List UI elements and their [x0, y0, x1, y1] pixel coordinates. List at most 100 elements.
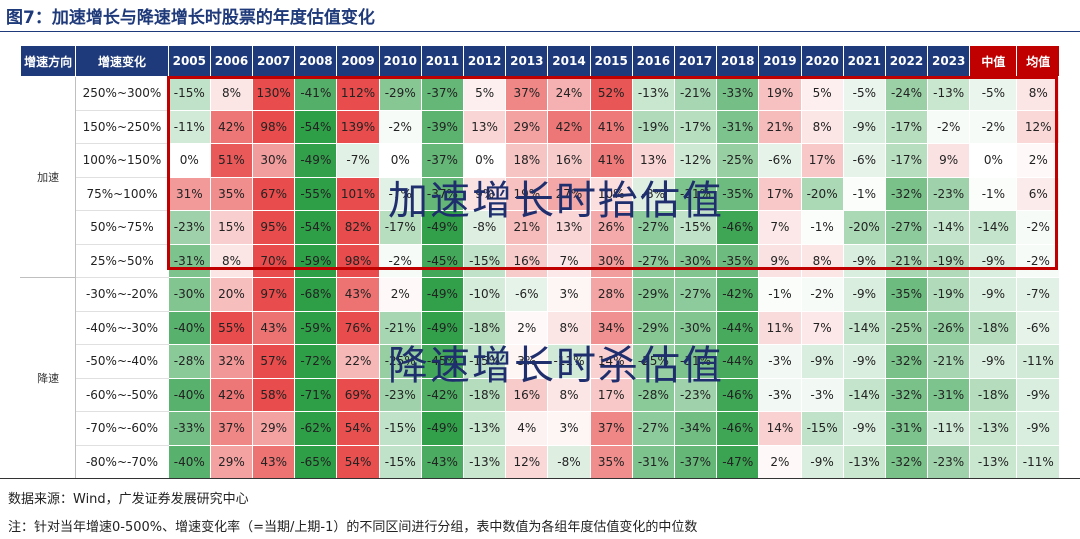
heat-cell: -14%: [927, 210, 971, 245]
heat-cell: 8%: [547, 377, 591, 412]
heat-cell: -14%: [842, 310, 886, 345]
header-col: 2019: [758, 45, 802, 77]
heat-cell: -6%: [758, 143, 802, 178]
heat-cell: -71%: [294, 377, 338, 412]
heat-cell: -9%: [969, 277, 1018, 312]
heat-cell: 35%: [589, 444, 633, 479]
heat-cell: -27%: [631, 243, 675, 278]
heat-cell: 98%: [252, 109, 296, 144]
heat-cell: -35%: [716, 176, 760, 211]
heat-cell: 41%: [589, 109, 633, 144]
heat-cell: -6%: [505, 277, 549, 312]
heat-cell: 98%: [336, 243, 380, 278]
heat-cell: 54%: [336, 411, 380, 446]
heat-cell: -13%: [463, 411, 507, 446]
heat-cell: 12%: [1016, 109, 1060, 144]
heat-cell: -11%: [167, 109, 211, 144]
heat-cell: -13%: [463, 444, 507, 479]
heat-cell: 3%: [505, 344, 549, 379]
heat-cell: 13%: [631, 143, 675, 178]
heat-cell: -45%: [420, 243, 465, 278]
heat-cell: -31%: [927, 377, 971, 412]
heat-cell: 55%: [209, 310, 254, 345]
heat-cell: -65%: [294, 444, 338, 479]
heat-cell: -9%: [969, 344, 1018, 379]
source-note: 数据来源：Wind，广发证券发展研究中心: [8, 492, 249, 507]
heat-cell: 130%: [252, 76, 296, 111]
heat-cell: 42%: [547, 109, 591, 144]
heat-cell: 41%: [589, 143, 633, 178]
range-label: 50%~75%: [75, 210, 169, 245]
heat-cell: 2%: [758, 444, 802, 479]
heat-cell: 97%: [252, 277, 296, 312]
header-col: 2008: [294, 45, 338, 77]
heat-cell: 8%: [800, 243, 844, 278]
heat-cell: 16%: [547, 143, 591, 178]
header-col: 2021: [842, 45, 886, 77]
heat-cell: -49%: [420, 210, 465, 245]
heat-cell: -1%: [842, 176, 886, 211]
table-row: -70%~-60% -33% 37% 29% -62% 54% -15% -49% -13% 4%…: [21, 411, 1060, 446]
heat-cell: -37%: [420, 76, 465, 111]
header-col: 2005: [167, 45, 211, 77]
heat-cell: -21%: [378, 310, 422, 345]
heat-cell: -46%: [716, 377, 760, 412]
heat-cell: 8%: [209, 243, 254, 278]
heat-cell: -13%: [842, 444, 886, 479]
heat-cell: 37%: [589, 411, 633, 446]
heat-cell: 34%: [589, 310, 633, 345]
heat-cell: 28%: [589, 277, 633, 312]
heat-cell: -3%: [800, 377, 844, 412]
heat-cell: -17%: [884, 109, 929, 144]
header-col: 2020: [800, 45, 844, 77]
heat-cell: 2%: [1016, 143, 1060, 178]
heat-cell: 13%: [547, 210, 591, 245]
heat-cell: -37%: [420, 176, 465, 211]
heat-cell: 8%: [547, 310, 591, 345]
heat-cell: 9%: [927, 143, 971, 178]
heat-cell: 29%: [209, 444, 254, 479]
heat-cell: -11%: [1016, 344, 1060, 379]
heat-cell: -33%: [167, 411, 211, 446]
heat-cell: -2%: [378, 243, 422, 278]
heat-cell: -45%: [420, 344, 465, 379]
header-col: 2006: [209, 45, 254, 77]
header-col: 2018: [716, 45, 760, 77]
heat-cell: 5%: [463, 76, 507, 111]
heat-cell: -30%: [673, 243, 718, 278]
heat-cell: 26%: [589, 210, 633, 245]
heat-cell: -30%: [167, 277, 211, 312]
heat-cell: 2%: [505, 310, 549, 345]
heat-cell: -18%: [463, 310, 507, 345]
range-label: -30%~-20%: [75, 277, 169, 312]
heat-cell: 69%: [336, 377, 380, 412]
heat-cell: 43%: [252, 444, 296, 479]
heat-cell: 0%: [969, 143, 1018, 178]
heat-cell: -32%: [884, 344, 929, 379]
heat-cell: 21%: [758, 109, 802, 144]
heat-cell: -27%: [884, 210, 929, 245]
heat-cell: 54%: [336, 444, 380, 479]
heat-cell: -19%: [927, 277, 971, 312]
heat-cell: 8%: [209, 76, 254, 111]
heat-cell: -44%: [716, 310, 760, 345]
heat-cell: -26%: [927, 310, 971, 345]
heat-cell: -14%: [842, 377, 886, 412]
header-row: 增速方向 增速变化 2005 2006 2007 2008 2009 2010 2011 20…: [19, 45, 1060, 77]
heat-cell: -1%: [800, 210, 844, 245]
heat-cell: 57%: [252, 344, 296, 379]
heat-cell: -46%: [716, 411, 760, 446]
header-col: 均值: [1016, 45, 1060, 77]
header-col: 2012: [463, 45, 507, 77]
heat-cell: -25%: [716, 143, 760, 178]
heat-cell: -40%: [167, 377, 211, 412]
table-row: 降速 -30%~-20% -30% 20% 97% -68% 43% 2% -49% -10% -6…: [19, 277, 1060, 479]
header-range: 增速变化: [75, 45, 169, 77]
heat-cell: -17%: [884, 143, 929, 178]
heat-cell: 5%: [800, 76, 844, 111]
heat-cell: -25%: [884, 310, 929, 345]
heat-cell: 0%: [167, 143, 211, 178]
heat-cell: -37%: [673, 444, 718, 479]
heat-cell: 17%: [800, 143, 844, 178]
heat-cell: -35%: [716, 243, 760, 278]
